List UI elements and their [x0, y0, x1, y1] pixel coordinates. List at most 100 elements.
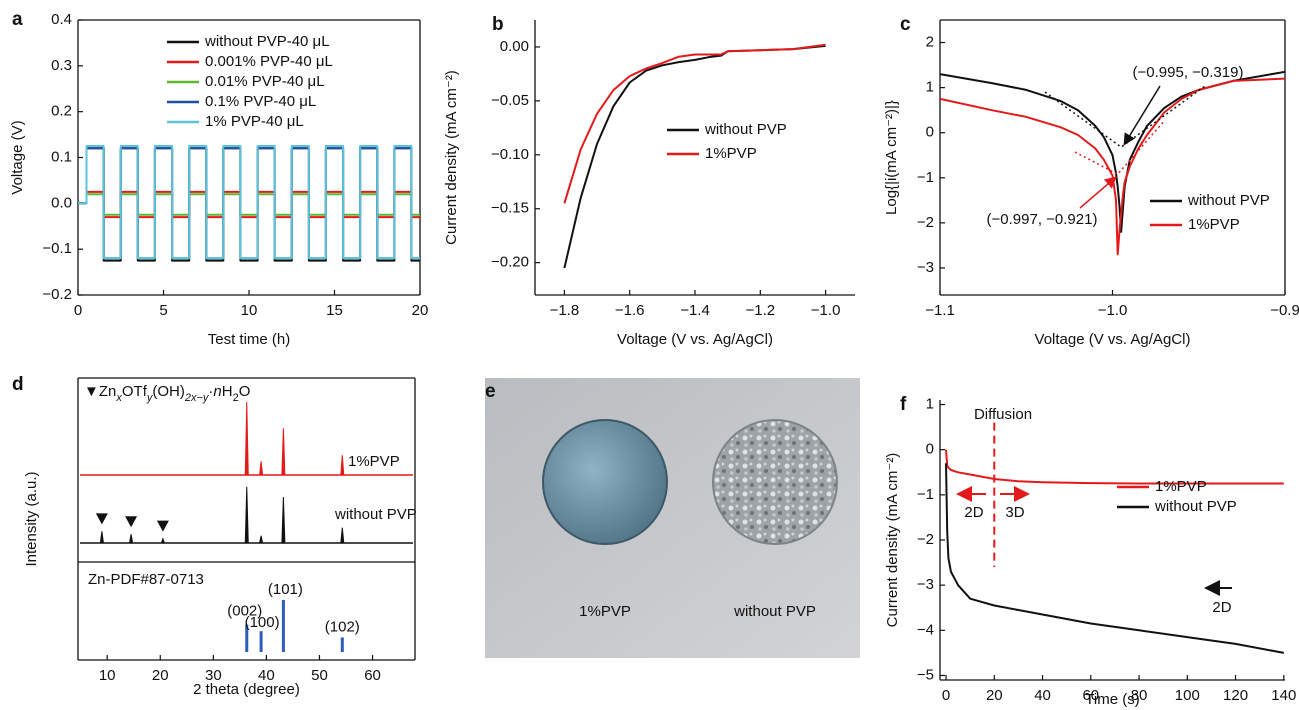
- phase-legend-part: H: [222, 383, 233, 400]
- y-tick-label: −0.10: [491, 146, 529, 163]
- x-tick-label: −1.6: [615, 302, 645, 319]
- y-axis-label: Log{|i(mA cm⁻²)|}: [883, 100, 900, 215]
- peak-label: (002): [227, 602, 262, 619]
- annotation: 2D: [1212, 599, 1231, 616]
- data-line: [78, 147, 420, 262]
- x-tick-label: 0: [74, 302, 82, 319]
- y-tick-label: −0.20: [491, 254, 529, 271]
- annotation: 2D: [964, 504, 983, 521]
- annotation: (−0.995, −0.319): [1133, 64, 1244, 81]
- x-tick-label: 10: [99, 667, 116, 684]
- annotation: Diffusion: [974, 406, 1032, 423]
- x-tick-label: −1.1: [925, 302, 955, 319]
- reference-stick: [245, 624, 249, 652]
- phase-legend-part: 2: [233, 392, 239, 404]
- phase-legend: ▼ZnxOTfy(OH)2x−y·nH2O: [84, 383, 250, 404]
- x-tick-label: 40: [1034, 687, 1051, 704]
- peak: [259, 535, 264, 544]
- x-tick-label: 120: [1223, 687, 1248, 704]
- x-tick-label: 60: [364, 667, 381, 684]
- phase-legend-part: n: [213, 383, 221, 400]
- annotation-arrow: [1079, 176, 1117, 209]
- x-axis-label: Voltage (V vs. Ag/AgCl): [1035, 331, 1191, 348]
- phase-legend-part: 2x−y: [184, 392, 210, 404]
- reference-stick: [281, 600, 285, 652]
- panel-letter: e: [485, 381, 496, 402]
- y-axis-label: Current density (mA cm⁻²): [884, 453, 901, 628]
- legend-label: 1%PVP: [1188, 216, 1240, 233]
- phase-legend-part: ·: [208, 383, 213, 400]
- y-axis-label: Current density (mA cm⁻²): [443, 70, 460, 245]
- peak: [281, 496, 286, 544]
- data-line: [78, 145, 420, 260]
- y-tick-label: −2: [917, 531, 934, 548]
- tangent: [1074, 119, 1166, 176]
- y-tick-label: 0.3: [51, 57, 72, 74]
- y-tick-label: −2: [917, 214, 934, 231]
- legend-label: without PVP: [1187, 192, 1270, 209]
- x-tick-label: −0.9: [1270, 302, 1299, 319]
- y-tick-label: 0.00: [500, 38, 529, 55]
- x-tick-label: −1.0: [811, 302, 841, 319]
- x-axis-label: Time (s): [1085, 691, 1139, 708]
- data-line: [945, 449, 1284, 485]
- x-tick-label: 50: [311, 667, 328, 684]
- legend-label: 1%PVP: [705, 145, 757, 162]
- y-tick-label: −0.1: [42, 240, 72, 257]
- x-axis-label: Voltage (V vs. Ag/AgCl): [617, 331, 773, 348]
- peak: [160, 537, 165, 544]
- series-label: Zn-PDF#87-0713: [88, 571, 204, 588]
- annotation-arrow: [1123, 85, 1161, 146]
- x-tick-label: 20: [152, 667, 169, 684]
- data-line: [78, 193, 420, 216]
- y-tick-label: 0.0: [51, 194, 72, 211]
- panel-letter: f: [900, 394, 907, 415]
- legend-label: without PVP-40 μL: [204, 33, 330, 50]
- y-tick-label: −0.15: [491, 200, 529, 217]
- series-label: without PVP: [334, 506, 417, 523]
- phase-marker: [125, 516, 138, 528]
- data-line: [78, 190, 420, 219]
- peak-label: (101): [268, 581, 303, 598]
- x-tick-label: 40: [258, 667, 275, 684]
- y-tick-label: 0.2: [51, 103, 72, 120]
- x-tick-label: −1.4: [680, 302, 710, 319]
- legend-label: 0.01% PVP-40 μL: [205, 73, 325, 90]
- phase-legend-part: ▼Zn: [84, 383, 116, 400]
- legend-label: without PVP: [1154, 498, 1237, 515]
- y-axis-label: Intensity (a.u.): [23, 471, 40, 566]
- peak: [244, 486, 249, 544]
- data-line: [563, 44, 826, 269]
- y-tick-label: −0.2: [42, 286, 72, 303]
- peak: [129, 534, 134, 544]
- legend-label: 0.001% PVP-40 μL: [205, 53, 333, 70]
- y-tick-label: 1: [926, 79, 934, 96]
- phase-legend-part: (OH): [152, 383, 185, 400]
- phase-legend-part: OTf: [122, 383, 148, 400]
- data-line: [563, 43, 826, 204]
- y-tick-label: −5: [917, 666, 934, 683]
- y-tick-label: −1: [917, 169, 934, 186]
- x-tick-label: 140: [1271, 687, 1296, 704]
- legend-label: 0.1% PVP-40 μL: [205, 93, 316, 110]
- y-axis-label: Voltage (V): [9, 120, 26, 194]
- y-tick-label: −3: [917, 576, 934, 593]
- x-tick-label: 30: [205, 667, 222, 684]
- peak: [244, 401, 249, 476]
- phase-legend-part: x: [115, 392, 122, 404]
- y-tick-label: 2: [926, 34, 934, 51]
- tangent: [1044, 85, 1206, 149]
- x-tick-label: 20: [986, 687, 1003, 704]
- x-tick-label: 80: [1131, 687, 1148, 704]
- peak: [99, 531, 104, 544]
- legend-label: 1%PVP: [1155, 478, 1207, 495]
- electrode-bare: [712, 419, 838, 545]
- legend-label: without PVP: [704, 121, 787, 138]
- y-tick-label: 0.1: [51, 148, 72, 165]
- phase-legend-part: y: [146, 392, 154, 404]
- peak: [281, 428, 286, 476]
- series-label: 1%PVP: [348, 453, 400, 470]
- y-tick-label: 1: [926, 395, 934, 412]
- y-tick-label: 0.4: [51, 11, 72, 28]
